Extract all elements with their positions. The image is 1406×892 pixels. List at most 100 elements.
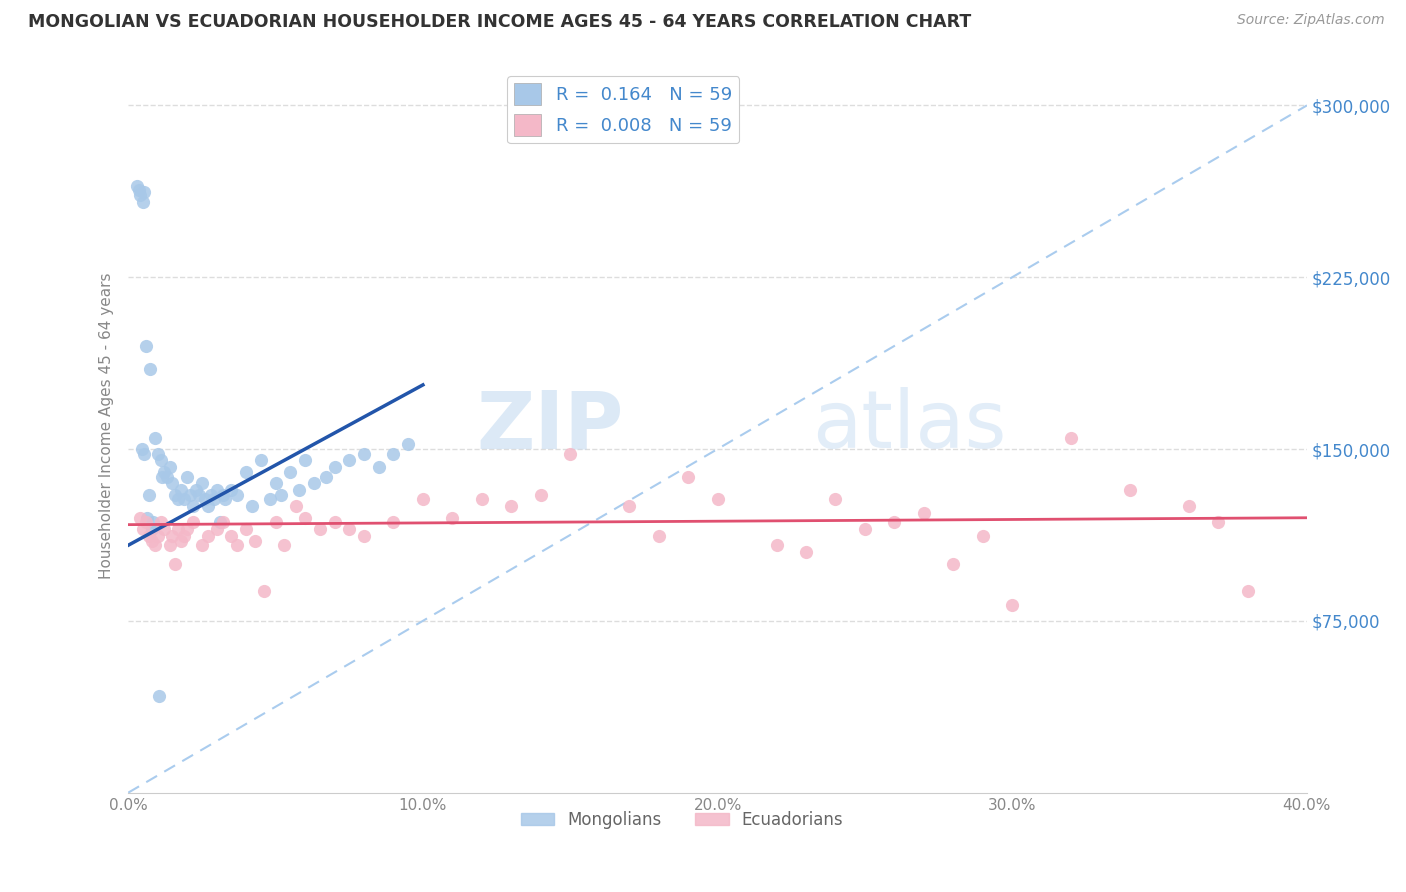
Point [184, 483, 207, 498]
Point [294, 453, 316, 467]
Point [235, 465, 257, 479]
Point [194, 492, 217, 507]
Point [141, 533, 163, 548]
Point [308, 522, 330, 536]
Point [294, 510, 316, 524]
Point [253, 584, 276, 599]
Point [162, 529, 184, 543]
Point [165, 488, 187, 502]
Point [162, 476, 184, 491]
Point [706, 492, 728, 507]
Point [141, 522, 163, 536]
Legend: Mongolians, Ecuadorians: Mongolians, Ecuadorians [515, 805, 851, 836]
Point [139, 362, 162, 376]
Point [202, 492, 225, 507]
Point [142, 516, 165, 530]
Point [794, 545, 817, 559]
Point [191, 476, 214, 491]
Point [765, 538, 787, 552]
Point [1001, 598, 1024, 612]
Point [617, 500, 640, 514]
Point [132, 522, 155, 536]
Point [129, 510, 152, 524]
Point [337, 522, 360, 536]
Point [149, 453, 172, 467]
Point [167, 522, 190, 536]
Point [1178, 500, 1201, 514]
Point [441, 510, 464, 524]
Point [208, 516, 231, 530]
Point [235, 522, 257, 536]
Point [471, 492, 494, 507]
Point [143, 431, 166, 445]
Point [853, 522, 876, 536]
Y-axis label: Householder Income Ages 45 - 64 years: Householder Income Ages 45 - 64 years [100, 273, 114, 580]
Point [197, 529, 219, 543]
Point [167, 492, 190, 507]
Point [155, 469, 177, 483]
Point [942, 557, 965, 571]
Point [134, 447, 156, 461]
Point [912, 506, 935, 520]
Point [135, 339, 157, 353]
Point [143, 538, 166, 552]
Point [170, 533, 193, 548]
Point [302, 476, 325, 491]
Point [323, 516, 346, 530]
Point [132, 194, 155, 209]
Point [412, 492, 434, 507]
Text: ZIP: ZIP [477, 387, 623, 465]
Point [273, 538, 295, 552]
Point [152, 522, 174, 536]
Text: atlas: atlas [811, 387, 1007, 465]
Point [176, 522, 198, 536]
Point [205, 483, 228, 498]
Text: MONGOLIAN VS ECUADORIAN HOUSEHOLDER INCOME AGES 45 - 64 YEARS CORRELATION CHART: MONGOLIAN VS ECUADORIAN HOUSEHOLDER INCO… [28, 13, 972, 31]
Point [824, 492, 846, 507]
Point [197, 500, 219, 514]
Point [173, 492, 195, 507]
Point [149, 516, 172, 530]
Point [250, 453, 273, 467]
Point [353, 447, 375, 461]
Point [205, 522, 228, 536]
Point [138, 529, 160, 543]
Point [226, 538, 249, 552]
Point [128, 183, 150, 197]
Point [135, 516, 157, 530]
Point [211, 488, 233, 502]
Point [165, 557, 187, 571]
Point [560, 447, 582, 461]
Point [221, 483, 243, 498]
Point [1119, 483, 1142, 498]
Point [367, 460, 389, 475]
Point [396, 437, 419, 451]
Point [647, 529, 669, 543]
Point [883, 516, 905, 530]
Point [382, 447, 405, 461]
Point [188, 488, 211, 502]
Point [323, 460, 346, 475]
Point [146, 447, 169, 461]
Point [1237, 584, 1260, 599]
Point [270, 488, 292, 502]
Point [264, 516, 287, 530]
Point [676, 469, 699, 483]
Point [240, 500, 263, 514]
Point [170, 483, 193, 498]
Point [181, 516, 204, 530]
Point [136, 510, 159, 524]
Point [152, 465, 174, 479]
Point [146, 529, 169, 543]
Point [530, 488, 553, 502]
Point [138, 488, 160, 502]
Point [181, 500, 204, 514]
Point [972, 529, 994, 543]
Point [501, 500, 523, 514]
Point [127, 178, 149, 193]
Point [337, 453, 360, 467]
Point [148, 690, 170, 704]
Point [278, 465, 301, 479]
Point [179, 488, 201, 502]
Point [285, 500, 308, 514]
